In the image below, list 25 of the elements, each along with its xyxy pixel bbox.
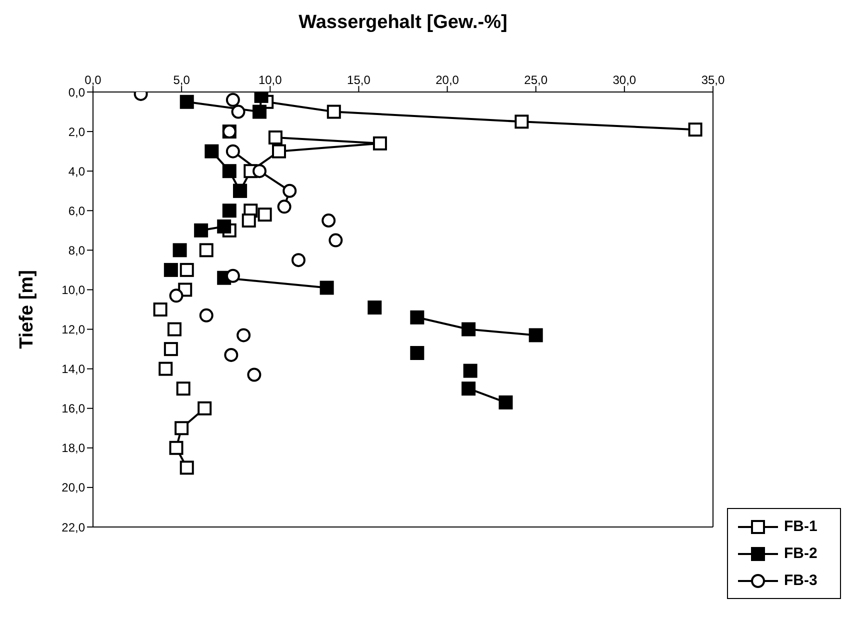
y-tick-label: 20,0 [62, 480, 86, 495]
y-tick-label: 6,0 [68, 204, 86, 218]
y-tick-label: 4,0 [68, 164, 86, 178]
y-axis-title: Tiefe [m] [16, 270, 38, 349]
x-tick-label: 20,0 [436, 73, 460, 87]
legend-label: FB-1 [784, 518, 818, 535]
x-tick-label: 0,0 [84, 73, 102, 87]
x-tick-label: 25,0 [524, 73, 548, 87]
y-tick-label: 12,0 [62, 322, 86, 337]
y-tick-label: 18,0 [62, 441, 86, 456]
legend-label: FB-2 [784, 545, 818, 562]
y-tick-label: 10,0 [62, 282, 86, 297]
chart-title: Wassergehalt [Gew.-%] [298, 12, 508, 34]
y-tick-label: 8,0 [68, 243, 86, 258]
x-tick-label: 15,0 [347, 73, 371, 87]
x-tick-label: 10,0 [258, 73, 282, 87]
y-tick-label: 22,0 [62, 520, 86, 534]
y-tick-label: 14,0 [62, 362, 86, 376]
y-tick-label: 16,0 [62, 402, 86, 416]
x-tick-label: 35,0 [701, 73, 725, 87]
legend-label: FB-3 [784, 572, 818, 589]
x-tick-label: 30,0 [612, 73, 636, 87]
x-tick-label: 5,0 [173, 73, 190, 87]
y-tick-label: 0,0 [68, 85, 86, 100]
y-tick-label: 2,0 [68, 124, 86, 139]
